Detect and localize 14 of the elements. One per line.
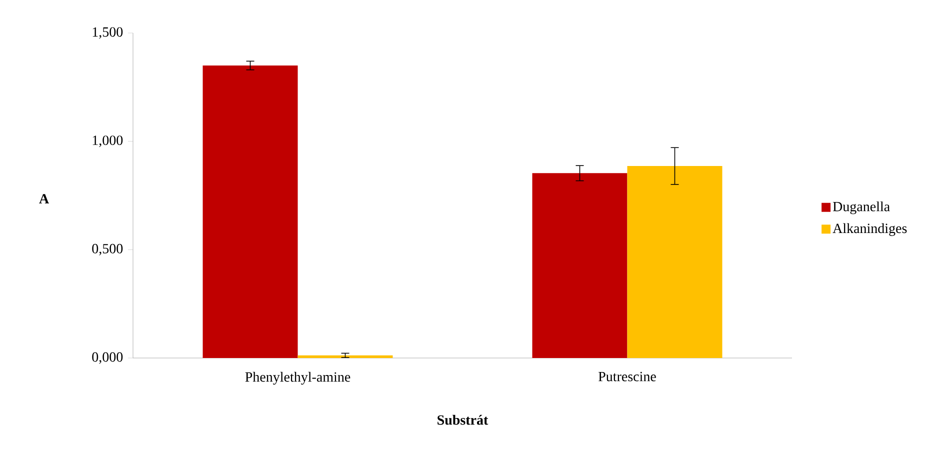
legend-label: Alkanindiges [832,223,907,236]
y-tick-label: 0,000 [92,352,123,364]
y-tick-label: 1,500 [92,27,123,39]
bar [202,65,298,358]
bar [298,355,393,358]
x-tick-label: Putrescine [598,372,656,382]
x-axis-title: Substrát [438,414,488,425]
y-tick-label: 0,500 [92,244,123,256]
x-tick-label: Phenylethyl-amine [245,372,350,385]
bar [532,173,628,358]
legend-label: Duganella [832,201,890,214]
y-tick-label: 1,000 [92,136,123,148]
y-axis-title: A [39,194,49,204]
bar [627,166,722,358]
